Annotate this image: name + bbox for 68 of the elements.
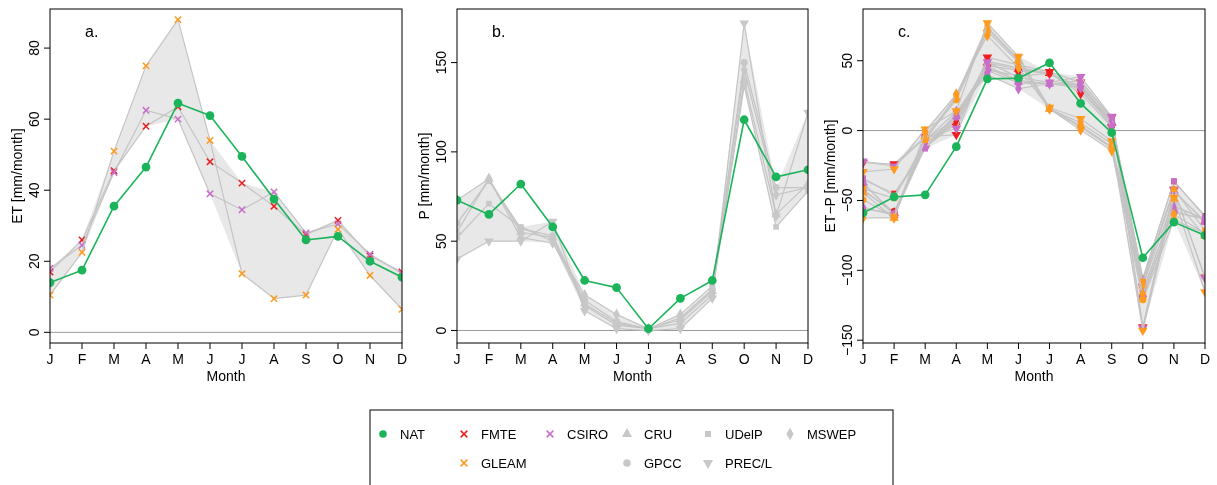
x-tick-label: A: [269, 351, 280, 367]
x-tick-label: S: [707, 351, 717, 367]
y-tick-label: 80: [26, 40, 42, 56]
x-tick-label: N: [771, 351, 782, 367]
x-tick-label: F: [77, 351, 87, 367]
y-axis-title: ET [mm/month]: [9, 128, 25, 224]
x-tick-label: S: [1107, 351, 1117, 367]
y-tick-label: 40: [26, 182, 42, 198]
x-tick-label: O: [332, 351, 344, 367]
x-tick-label: J: [613, 351, 621, 367]
x-tick-label: A: [951, 351, 962, 367]
y-tick-label: 50: [433, 233, 449, 249]
x-tick-label: M: [919, 351, 932, 367]
y-tick-label: 150: [433, 50, 449, 75]
y-axis-title: ET−P [mm/month]: [822, 119, 838, 233]
x-tick-label: J: [1014, 351, 1022, 367]
y-tick-label: 60: [26, 111, 42, 127]
x-tick-label: S: [301, 351, 311, 367]
legend-label: CSIRO: [567, 427, 609, 442]
x-tick-label: O: [738, 351, 750, 367]
x-tick-label: J: [1046, 351, 1054, 367]
x-tick-label: J: [644, 351, 652, 367]
x-axis-title: Month: [206, 368, 246, 384]
x-axis-title: Month: [613, 368, 652, 384]
y-tick-label: 0: [839, 126, 855, 135]
text: b.: [492, 23, 506, 40]
x-tick-label: J: [206, 351, 214, 367]
legend-label: MSWEP: [807, 427, 857, 442]
legend-label: FMTE: [481, 427, 517, 442]
x-tick-label: J: [859, 351, 867, 367]
y-tick-label: −50: [839, 188, 855, 213]
x-tick-label: A: [1075, 351, 1086, 367]
x-tick-label: O: [1137, 351, 1149, 367]
x-tick-label: D: [1199, 351, 1211, 367]
x-tick-label: F: [484, 351, 494, 367]
x-tick-label: J: [238, 351, 246, 367]
x-tick-label: N: [364, 351, 376, 367]
y-axis-title: P [mm/month]: [416, 132, 432, 220]
x-axis-title: Month: [1014, 368, 1054, 384]
x-tick-label: A: [141, 351, 152, 367]
x-tick-label: J: [46, 351, 54, 367]
y-tick-label: 50: [839, 52, 855, 69]
x-tick-label: A: [548, 351, 559, 367]
x-tick-label: M: [578, 351, 591, 367]
legend-label: CRU: [644, 427, 673, 442]
text: a.: [85, 23, 99, 40]
x-tick-label: M: [108, 351, 120, 367]
legend-label: NAT: [400, 427, 426, 442]
x-tick-label: A: [675, 351, 686, 367]
y-tick-label: −150: [839, 324, 855, 356]
x-tick-label: M: [981, 351, 994, 367]
y-tick-label: 20: [26, 253, 42, 270]
legend-label: PREC/L: [725, 456, 772, 471]
x-tick-label: D: [396, 351, 408, 367]
legend-label: GLEAM: [481, 456, 527, 471]
y-tick-label: 100: [433, 140, 449, 164]
y-tick-label: −100: [839, 254, 855, 287]
x-tick-label: J: [453, 351, 461, 367]
text: c.: [898, 23, 911, 40]
legend-label: GPCC: [644, 456, 682, 471]
x-tick-label: N: [1168, 351, 1179, 367]
x-tick-label: F: [889, 351, 899, 367]
y-tick-label: 0: [26, 328, 42, 337]
x-tick-label: D: [802, 351, 814, 367]
x-tick-label: M: [172, 351, 184, 367]
x-tick-label: M: [514, 351, 527, 367]
legend-label: UDelP: [725, 427, 763, 442]
y-tick-label: 0: [433, 326, 449, 335]
